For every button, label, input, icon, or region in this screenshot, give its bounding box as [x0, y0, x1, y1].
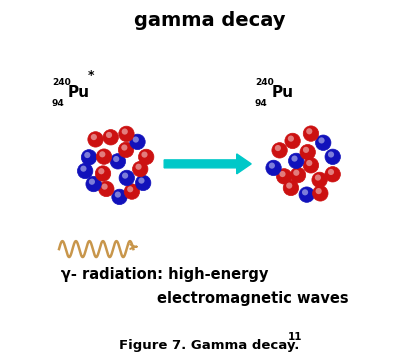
- Text: 94: 94: [52, 99, 65, 108]
- Circle shape: [81, 150, 97, 165]
- Circle shape: [135, 164, 142, 170]
- Circle shape: [290, 167, 306, 183]
- Circle shape: [289, 153, 304, 169]
- Circle shape: [325, 149, 340, 165]
- Text: Figure 7. Gamma decay.: Figure 7. Gamma decay.: [119, 339, 300, 352]
- Circle shape: [292, 155, 297, 162]
- Circle shape: [88, 132, 103, 147]
- Circle shape: [313, 186, 328, 201]
- Text: γ- radiation: high-energy: γ- radiation: high-energy: [61, 267, 268, 282]
- Circle shape: [124, 184, 140, 199]
- Circle shape: [316, 188, 322, 194]
- Text: *: *: [87, 69, 94, 82]
- Circle shape: [269, 162, 275, 169]
- Text: 11: 11: [287, 332, 302, 342]
- Circle shape: [306, 128, 312, 134]
- FancyArrow shape: [164, 154, 251, 174]
- Circle shape: [299, 187, 314, 202]
- Text: Pu: Pu: [271, 85, 293, 100]
- Text: 240: 240: [52, 78, 70, 87]
- Circle shape: [99, 151, 106, 157]
- Circle shape: [112, 189, 127, 205]
- Circle shape: [132, 161, 148, 177]
- Circle shape: [80, 166, 87, 172]
- Circle shape: [127, 186, 133, 192]
- Text: gamma decay: gamma decay: [134, 11, 285, 30]
- Text: 240: 240: [255, 78, 274, 87]
- Circle shape: [84, 152, 91, 158]
- Circle shape: [302, 189, 308, 195]
- Circle shape: [272, 143, 287, 158]
- Circle shape: [277, 169, 292, 184]
- Circle shape: [130, 134, 145, 150]
- Circle shape: [141, 151, 147, 158]
- Circle shape: [312, 172, 327, 187]
- Circle shape: [110, 154, 126, 169]
- Circle shape: [328, 151, 334, 158]
- Circle shape: [303, 126, 319, 141]
- Circle shape: [135, 175, 151, 191]
- Circle shape: [115, 191, 121, 198]
- Circle shape: [119, 170, 134, 186]
- Circle shape: [122, 128, 128, 135]
- Circle shape: [283, 180, 299, 195]
- Circle shape: [96, 149, 112, 164]
- Circle shape: [328, 169, 334, 175]
- Circle shape: [89, 179, 95, 185]
- Circle shape: [138, 149, 154, 165]
- Circle shape: [78, 163, 93, 179]
- Circle shape: [118, 142, 134, 158]
- Circle shape: [103, 130, 119, 145]
- Circle shape: [285, 133, 300, 149]
- Text: Pu: Pu: [68, 85, 90, 100]
- Circle shape: [133, 136, 139, 143]
- Text: electromagnetic waves: electromagnetic waves: [157, 290, 349, 305]
- Circle shape: [275, 145, 281, 151]
- Circle shape: [279, 171, 286, 177]
- Circle shape: [293, 170, 300, 176]
- Circle shape: [122, 173, 128, 179]
- Circle shape: [121, 145, 127, 151]
- Circle shape: [113, 156, 119, 162]
- Circle shape: [91, 134, 97, 140]
- Circle shape: [106, 132, 112, 138]
- Circle shape: [286, 182, 292, 189]
- Circle shape: [316, 135, 331, 150]
- Circle shape: [288, 135, 294, 142]
- Circle shape: [303, 158, 319, 173]
- Circle shape: [315, 174, 321, 181]
- Circle shape: [98, 181, 114, 197]
- Circle shape: [325, 167, 340, 182]
- Circle shape: [86, 176, 101, 192]
- Circle shape: [101, 183, 108, 190]
- Circle shape: [300, 145, 316, 160]
- Circle shape: [98, 168, 104, 174]
- Circle shape: [266, 160, 281, 175]
- Text: 94: 94: [255, 99, 268, 108]
- Circle shape: [95, 166, 111, 181]
- Circle shape: [318, 137, 325, 143]
- Circle shape: [138, 178, 145, 184]
- Circle shape: [119, 126, 134, 142]
- Circle shape: [303, 147, 309, 153]
- Circle shape: [306, 160, 312, 166]
